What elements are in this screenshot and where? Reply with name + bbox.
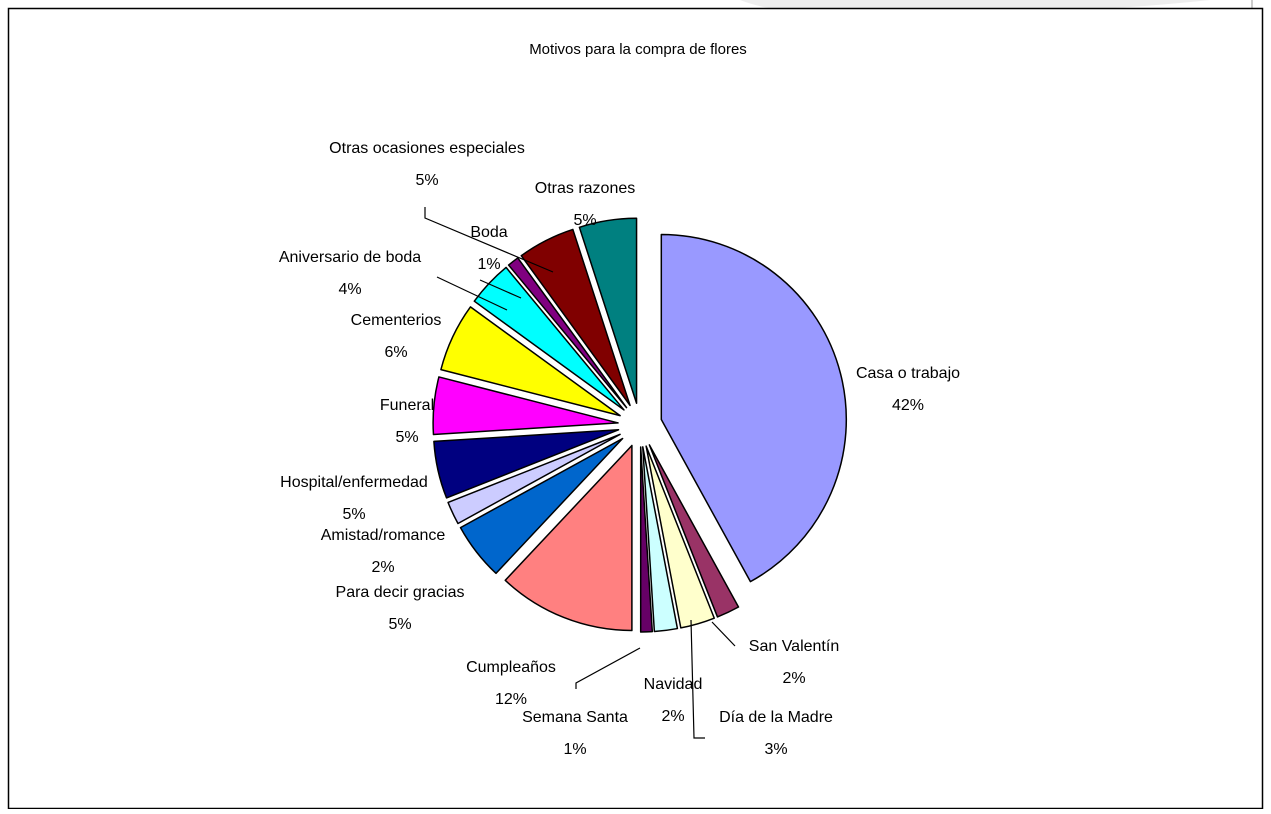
slice-label-hospital-enfermedad: Hospital/enfermedad bbox=[280, 474, 428, 491]
slice-casa-o-trabajo bbox=[660, 233, 848, 583]
slice-label-san-valentin: San Valentín bbox=[749, 638, 839, 655]
slice-value-boda: 1% bbox=[477, 256, 500, 273]
slice-otras-razones bbox=[578, 217, 638, 405]
slice-label-navidad: Navidad bbox=[644, 676, 703, 693]
slice-boda bbox=[507, 257, 628, 409]
slice-cementerios bbox=[440, 306, 621, 417]
slice-para-decir-gracias bbox=[459, 437, 624, 575]
slice-label-aniversario-de-boda: Aniversario de boda bbox=[279, 249, 421, 266]
slice-label-para-decir-gracias: Para decir gracias bbox=[336, 584, 465, 601]
slice-value-aniversario-de-boda: 4% bbox=[338, 281, 361, 298]
slice-navidad bbox=[642, 446, 679, 633]
slice-label-cumpleanos: Cumpleaños bbox=[466, 659, 556, 676]
slice-value-para-decir-gracias: 5% bbox=[388, 616, 411, 633]
slice-semana-santa bbox=[639, 446, 654, 633]
leader-line-dia-de-la-madre bbox=[690, 619, 705, 739]
slice-labels: Casa o trabajo 42% San Valentín 2% Día de la… bbox=[279, 140, 960, 758]
slice-funeral bbox=[432, 376, 619, 436]
slice-value-dia-de-la-madre: 3% bbox=[764, 741, 787, 758]
slice-label-cementerios: Cementerios bbox=[351, 312, 442, 329]
slice-label-casa-o-trabajo: Casa o trabajo bbox=[856, 365, 960, 382]
slice-value-cementerios: 6% bbox=[384, 344, 407, 361]
slice-aniversario-de-boda bbox=[473, 266, 625, 411]
slice-hospital-enfermedad bbox=[433, 429, 620, 499]
slice-value-otras-ocasiones-especiales: 5% bbox=[415, 172, 438, 189]
slice-value-cumpleanos: 12% bbox=[495, 691, 527, 708]
slice-value-san-valentin: 2% bbox=[782, 670, 805, 687]
leader-line-semana-santa bbox=[575, 647, 641, 689]
leader-line-otras-ocasiones-especiales bbox=[424, 207, 554, 273]
slice-value-hospital-enfermedad: 5% bbox=[342, 506, 365, 523]
slice-amistad-romance bbox=[447, 433, 621, 525]
slice-value-casa-o-trabajo: 42% bbox=[892, 397, 924, 414]
slice-label-funeral: Funeral bbox=[380, 397, 434, 414]
slice-value-amistad-romance: 2% bbox=[371, 559, 394, 576]
chart-title: Motivos para la compra de flores bbox=[529, 41, 747, 58]
pie-slices bbox=[432, 217, 848, 633]
slice-otras-ocasiones-especiales bbox=[520, 228, 631, 407]
slice-san-valentin bbox=[648, 444, 740, 618]
leader-line-aniversario-de-boda bbox=[436, 276, 508, 311]
slice-label-dia-de-la-madre: Día de la Madre bbox=[719, 709, 833, 726]
slice-label-otras-razones: Otras razones bbox=[535, 180, 635, 197]
slice-dia-de-la-madre bbox=[645, 445, 715, 629]
leader-line-boda bbox=[479, 279, 522, 299]
slice-label-otras-ocasiones-especiales: Otras ocasiones especiales bbox=[329, 140, 525, 157]
slice-label-semana-santa: Semana Santa bbox=[522, 709, 628, 726]
leader-line-san-valentin bbox=[711, 621, 736, 647]
slice-label-boda: Boda bbox=[470, 224, 507, 241]
slice-label-amistad-romance: Amistad/romance bbox=[321, 527, 446, 544]
chart-border bbox=[7, 7, 1264, 810]
leader-lines bbox=[424, 207, 736, 739]
slice-value-semana-santa: 1% bbox=[563, 741, 586, 758]
slice-value-navidad: 2% bbox=[661, 708, 684, 725]
slice-cumpleanos bbox=[504, 444, 633, 632]
slice-value-funeral: 5% bbox=[395, 429, 418, 446]
slice-value-otras-razones: 5% bbox=[573, 212, 596, 229]
